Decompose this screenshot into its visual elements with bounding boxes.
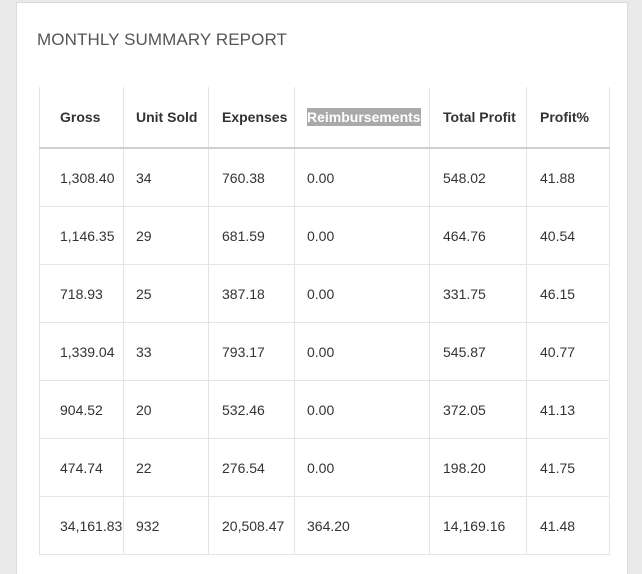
cell-total-profit: 372.05 (429, 380, 527, 439)
table-row: 718.93 25 387.18 0.00 331.75 46.15 (39, 264, 610, 323)
table-row: 904.52 20 532.46 0.00 372.05 41.13 (39, 380, 610, 439)
cell-unit-sold: 25 (123, 264, 209, 323)
cell-total-profit: 198.20 (429, 438, 527, 497)
cell-total-profit: 464.76 (429, 206, 527, 265)
cell-expenses: 387.18 (208, 264, 295, 323)
cell-profit-percent: 40.54 (526, 206, 610, 265)
cell-expenses: 760.38 (208, 148, 295, 207)
table-header-row: Gross Unit Sold Expenses Reimbursements … (39, 87, 610, 149)
cell-total-profit: 331.75 (429, 264, 527, 323)
report-title: MONTHLY SUMMARY REPORT (37, 30, 288, 49)
table-row: 1,146.35 29 681.59 0.00 464.76 40.54 (39, 206, 610, 265)
cell-gross: 1,146.35 (39, 206, 124, 265)
cell-reimbursements: 0.00 (294, 148, 430, 207)
cell-profit-percent: 41.88 (526, 148, 610, 207)
cell-reimbursements: 0.00 (294, 380, 430, 439)
summary-report-card: MONTHLY SUMMARY REPORT Gross Unit Sold E… (16, 2, 628, 574)
column-header-gross[interactable]: Gross (39, 87, 124, 149)
cell-profit-percent: 41.13 (526, 380, 610, 439)
column-header-expenses[interactable]: Expenses (208, 87, 295, 149)
column-header-profit-percent[interactable]: Profit% (526, 87, 610, 149)
cell-expenses: 681.59 (208, 206, 295, 265)
column-header-unit-sold[interactable]: Unit Sold (123, 87, 209, 149)
highlighted-header-text: Reimbursements (307, 108, 421, 126)
cell-gross: 1,308.40 (39, 148, 124, 207)
summary-table-wrapper: Gross Unit Sold Expenses Reimbursements … (39, 87, 610, 555)
cell-total-profit: 14,169.16 (429, 496, 527, 555)
cell-unit-sold: 29 (123, 206, 209, 265)
column-header-reimbursements[interactable]: Reimbursements (294, 87, 430, 149)
cell-unit-sold: 932 (123, 496, 209, 555)
cell-gross: 34,161.83 (39, 496, 124, 555)
cell-expenses: 20,508.47 (208, 496, 295, 555)
cell-gross: 904.52 (39, 380, 124, 439)
cell-reimbursements: 0.00 (294, 322, 430, 381)
cell-reimbursements: 0.00 (294, 206, 430, 265)
column-header-total-profit[interactable]: Total Profit (429, 87, 527, 149)
cell-profit-percent: 41.48 (526, 496, 610, 555)
cell-expenses: 793.17 (208, 322, 295, 381)
cell-reimbursements: 0.00 (294, 264, 430, 323)
cell-profit-percent: 41.75 (526, 438, 610, 497)
cell-profit-percent: 40.77 (526, 322, 610, 381)
cell-unit-sold: 22 (123, 438, 209, 497)
cell-reimbursements: 364.20 (294, 496, 430, 555)
cell-total-profit: 545.87 (429, 322, 527, 381)
table-row: 34,161.83 932 20,508.47 364.20 14,169.16 41.4… (39, 496, 610, 555)
cell-gross: 718.93 (39, 264, 124, 323)
cell-reimbursements: 0.00 (294, 438, 430, 497)
table-row: 1,308.40 34 760.38 0.00 548.02 41.88 (39, 148, 610, 207)
table-body: 1,308.40 34 760.38 0.00 548.02 41.88 1,146.35 2… (39, 148, 610, 555)
cell-total-profit: 548.02 (429, 148, 527, 207)
table-row: 1,339.04 33 793.17 0.00 545.87 40.77 (39, 322, 610, 381)
cell-gross: 474.74 (39, 438, 124, 497)
cell-gross: 1,339.04 (39, 322, 124, 381)
cell-expenses: 532.46 (208, 380, 295, 439)
cell-unit-sold: 20 (123, 380, 209, 439)
cell-profit-percent: 46.15 (526, 264, 610, 323)
cell-expenses: 276.54 (208, 438, 295, 497)
table-header: Gross Unit Sold Expenses Reimbursements … (39, 87, 610, 149)
cell-unit-sold: 34 (123, 148, 209, 207)
table-row: 474.74 22 276.54 0.00 198.20 41.75 (39, 438, 610, 497)
cell-unit-sold: 33 (123, 322, 209, 381)
summary-table: Gross Unit Sold Expenses Reimbursements … (39, 87, 610, 555)
